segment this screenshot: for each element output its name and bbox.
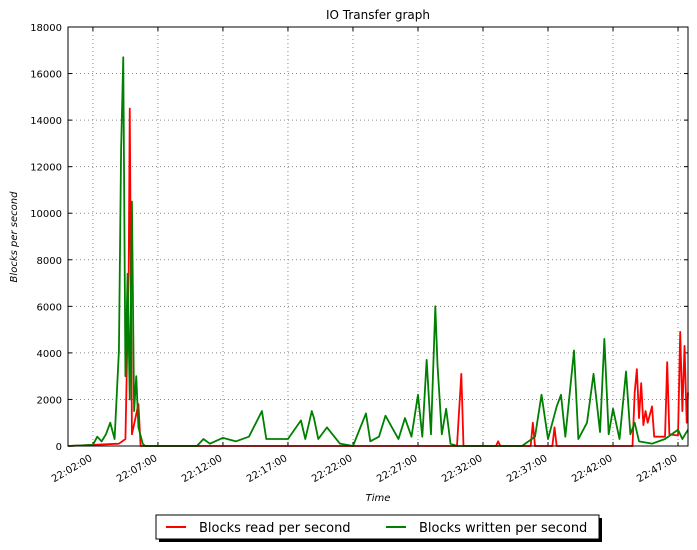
plot-frame [67, 26, 689, 447]
legend-box [155, 514, 600, 540]
legend-label: Blocks written per second [419, 521, 587, 536]
data-line [67, 107, 689, 447]
data-line [67, 56, 689, 447]
y-axis-label: Blocks per second [9, 191, 20, 283]
x-axis-label: Time [366, 493, 391, 504]
y-tick-label: 4000 [37, 349, 62, 360]
y-tick-label: 18000 [30, 23, 62, 34]
y-tick-label: 14000 [30, 116, 62, 127]
y-tick-label: 8000 [37, 256, 62, 267]
legend-label: Blocks read per second [199, 521, 351, 536]
y-tick-label: 0 [56, 442, 62, 453]
y-tick-label: 2000 [37, 395, 62, 406]
y-tick-label: 12000 [30, 163, 62, 174]
y-tick-label: 10000 [30, 209, 62, 220]
y-tick-label: 6000 [37, 302, 62, 313]
y-tick-label: 16000 [30, 70, 62, 81]
chart-title: IO Transfer graph [326, 8, 430, 22]
